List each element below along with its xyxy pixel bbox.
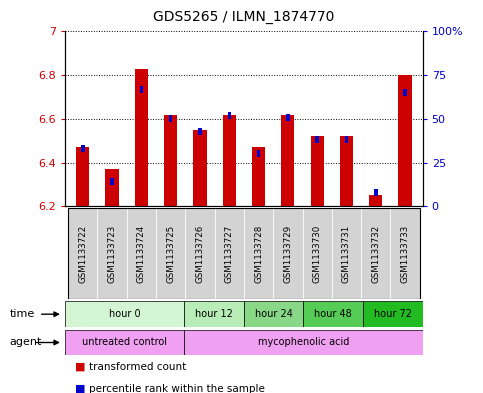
Text: GSM1133727: GSM1133727	[225, 224, 234, 283]
Bar	[340, 136, 353, 206]
Bar	[98, 208, 127, 299]
Bar	[81, 145, 85, 152]
Bar	[76, 147, 89, 206]
Text: GSM1133733: GSM1133733	[400, 224, 410, 283]
Text: hour 72: hour 72	[374, 309, 412, 319]
Bar	[244, 301, 303, 327]
Text: untreated control: untreated control	[82, 338, 167, 347]
Text: GSM1133730: GSM1133730	[313, 224, 322, 283]
Bar	[374, 189, 378, 196]
Bar	[303, 301, 363, 327]
Bar	[345, 136, 348, 143]
Bar	[369, 195, 383, 206]
Text: hour 12: hour 12	[195, 309, 233, 319]
Bar	[127, 208, 156, 299]
Text: GSM1133724: GSM1133724	[137, 224, 146, 283]
Bar	[398, 75, 412, 206]
Text: GSM1133732: GSM1133732	[371, 224, 380, 283]
Bar	[302, 208, 332, 299]
Text: GSM1133726: GSM1133726	[196, 224, 204, 283]
Bar	[65, 301, 185, 327]
Bar	[140, 86, 143, 93]
Text: mycophenolic acid: mycophenolic acid	[258, 338, 349, 347]
Bar	[315, 136, 319, 143]
Text: ■: ■	[75, 384, 85, 393]
Text: GSM1133729: GSM1133729	[284, 224, 292, 283]
Bar	[185, 208, 214, 299]
Text: GSM1133725: GSM1133725	[166, 224, 175, 283]
Bar	[273, 208, 302, 299]
Bar	[361, 208, 390, 299]
Bar	[65, 330, 185, 355]
Text: GSM1133722: GSM1133722	[78, 224, 87, 283]
Bar	[193, 130, 207, 206]
Bar	[332, 208, 361, 299]
Text: hour 48: hour 48	[314, 309, 352, 319]
Bar	[252, 147, 265, 206]
Text: percentile rank within the sample: percentile rank within the sample	[89, 384, 265, 393]
Bar	[185, 330, 423, 355]
Bar	[223, 114, 236, 206]
Bar	[185, 301, 244, 327]
Text: agent: agent	[10, 338, 42, 347]
Text: transformed count: transformed count	[89, 362, 186, 372]
Bar	[286, 114, 290, 121]
Text: time: time	[10, 309, 35, 319]
Bar	[198, 128, 202, 135]
Bar	[214, 208, 244, 299]
Bar	[169, 116, 172, 122]
Bar	[390, 208, 420, 299]
Text: GSM1133728: GSM1133728	[254, 224, 263, 283]
Text: hour 24: hour 24	[255, 309, 293, 319]
Bar	[227, 112, 231, 119]
Bar	[257, 151, 260, 157]
Bar	[156, 208, 185, 299]
Bar	[363, 301, 423, 327]
Text: GSM1133723: GSM1133723	[108, 224, 116, 283]
Bar	[403, 89, 407, 96]
Text: hour 0: hour 0	[109, 309, 141, 319]
Text: GSM1133731: GSM1133731	[342, 224, 351, 283]
Bar	[311, 136, 324, 206]
Bar	[244, 208, 273, 299]
Bar	[281, 114, 295, 206]
Bar	[135, 69, 148, 206]
Text: ■: ■	[75, 362, 85, 372]
Bar	[164, 114, 177, 206]
Bar	[105, 169, 119, 206]
Bar	[110, 178, 114, 185]
Text: GDS5265 / ILMN_1874770: GDS5265 / ILMN_1874770	[153, 10, 335, 24]
Bar	[68, 208, 98, 299]
